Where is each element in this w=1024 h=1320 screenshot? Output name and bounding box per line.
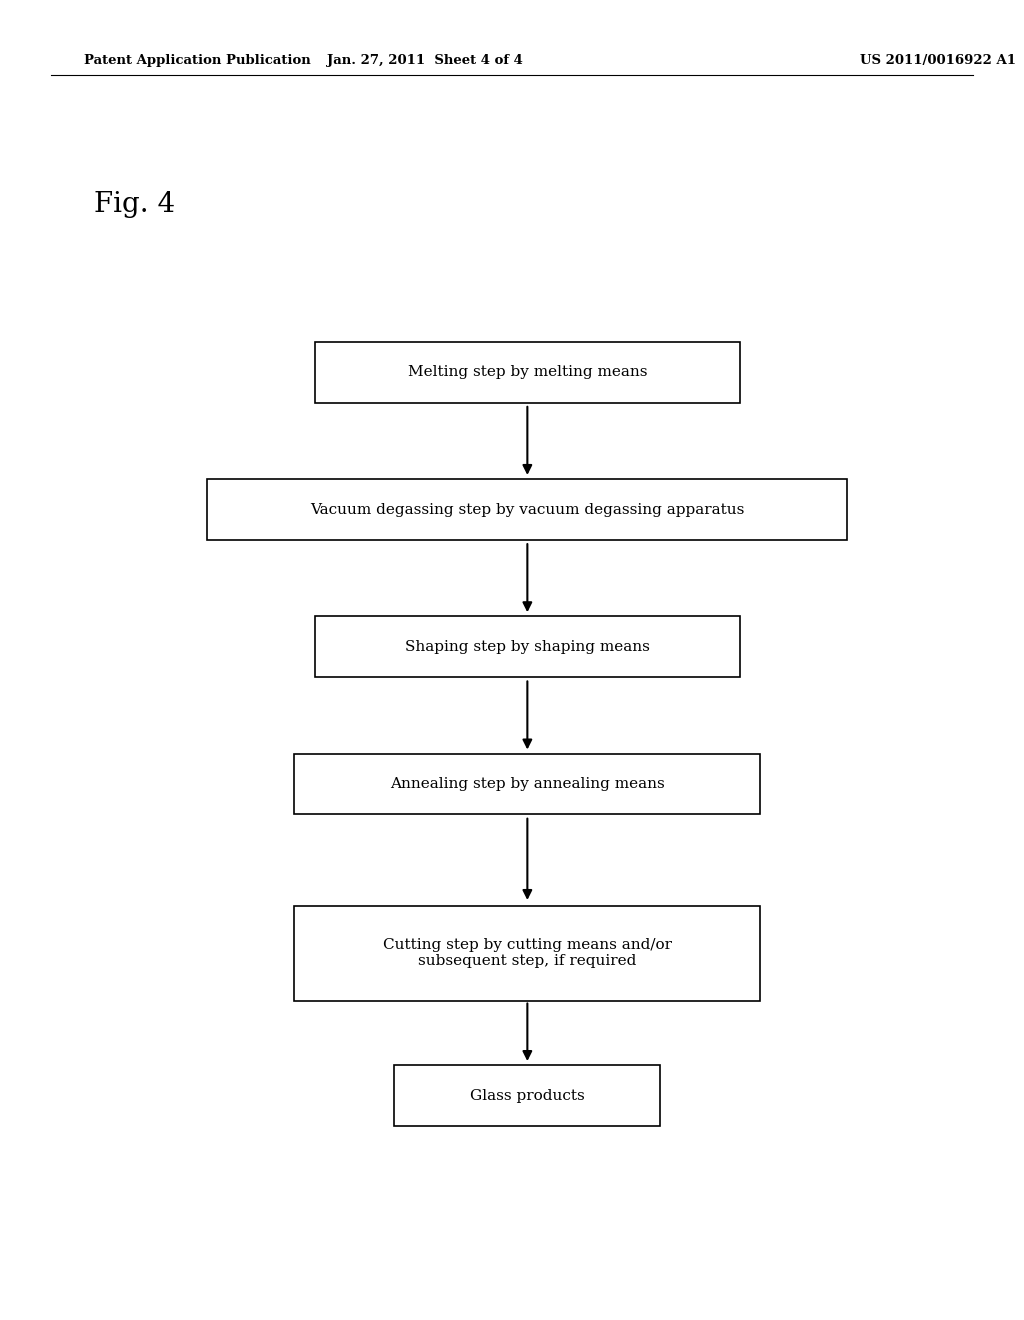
FancyBboxPatch shape	[295, 906, 760, 1001]
Text: Fig. 4: Fig. 4	[94, 191, 175, 218]
Text: Jan. 27, 2011  Sheet 4 of 4: Jan. 27, 2011 Sheet 4 of 4	[327, 54, 523, 67]
Text: Patent Application Publication: Patent Application Publication	[84, 54, 310, 67]
FancyBboxPatch shape	[315, 342, 739, 403]
Text: Vacuum degassing step by vacuum degassing apparatus: Vacuum degassing step by vacuum degassin…	[310, 503, 744, 516]
Text: Melting step by melting means: Melting step by melting means	[408, 366, 647, 379]
Text: Glass products: Glass products	[470, 1089, 585, 1102]
FancyBboxPatch shape	[207, 479, 848, 540]
Text: US 2011/0016922 A1: US 2011/0016922 A1	[860, 54, 1016, 67]
Text: Cutting step by cutting means and/or
subsequent step, if required: Cutting step by cutting means and/or sub…	[383, 939, 672, 968]
FancyBboxPatch shape	[295, 754, 760, 814]
Text: Shaping step by shaping means: Shaping step by shaping means	[404, 640, 650, 653]
FancyBboxPatch shape	[315, 616, 739, 677]
Text: Annealing step by annealing means: Annealing step by annealing means	[390, 777, 665, 791]
FancyBboxPatch shape	[394, 1065, 660, 1126]
